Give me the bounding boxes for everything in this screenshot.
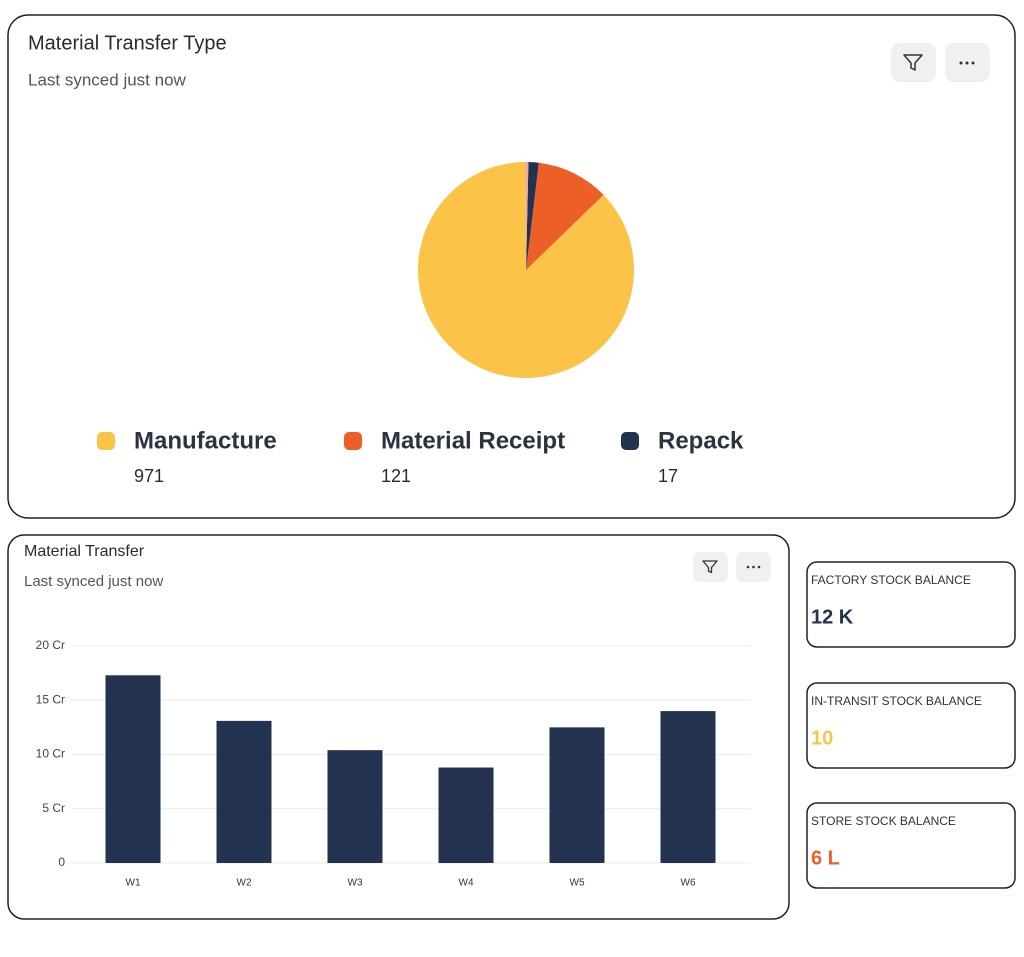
x-tick-label: W1 [126, 878, 141, 889]
legend-swatch [344, 432, 362, 450]
card-title: Material Transfer Type [28, 32, 227, 54]
pie-slice [526, 162, 604, 270]
y-tick-label: 10 Cr [36, 747, 65, 761]
bar [549, 727, 605, 863]
bar [216, 720, 272, 863]
more-button[interactable] [736, 552, 771, 582]
stat-label: IN-TRANSIT STOCK BALANCE [811, 694, 982, 708]
stat-value: 12 K [811, 606, 854, 628]
stat-label: FACTORY STOCK BALANCE [811, 573, 971, 587]
pie-slice [526, 162, 529, 270]
x-tick-label: W5 [570, 878, 585, 889]
y-tick-label: 5 Cr [42, 801, 65, 815]
stat-card [806, 682, 1016, 769]
legend-swatch [621, 432, 639, 450]
stat-value: 6 L [811, 847, 840, 869]
legend-swatch [97, 432, 115, 450]
bar [105, 675, 161, 863]
filter-button[interactable] [693, 552, 728, 582]
legend-value: 971 [134, 466, 164, 486]
bar [438, 767, 494, 863]
stat-value: 10 [811, 727, 833, 749]
legend-label: Manufacture [134, 427, 277, 454]
stat-card [806, 561, 1016, 648]
stat-label: STORE STOCK BALANCE [811, 814, 956, 828]
legend-label: Material Receipt [381, 427, 565, 454]
card-subtitle: Last synced just now [24, 573, 163, 590]
card-title: Material Transfer [24, 543, 145, 560]
x-tick-label: W4 [459, 878, 474, 889]
pie-slice [526, 162, 539, 270]
x-tick-label: W3 [348, 878, 363, 889]
y-tick-label: 0 [58, 855, 65, 869]
bar [327, 750, 383, 863]
legend-value: 121 [381, 466, 411, 486]
more-button[interactable] [945, 43, 990, 82]
y-tick-label: 20 Cr [36, 638, 65, 652]
legend-label: Repack [658, 427, 744, 454]
stat-card [806, 802, 1016, 889]
legend-value: 17 [658, 466, 678, 486]
card-subtitle: Last synced just now [28, 70, 187, 89]
x-tick-label: W2 [237, 878, 252, 889]
filter-button[interactable] [891, 43, 936, 82]
y-tick-label: 15 Cr [36, 692, 65, 706]
bar [660, 711, 716, 863]
x-tick-label: W6 [681, 878, 696, 889]
